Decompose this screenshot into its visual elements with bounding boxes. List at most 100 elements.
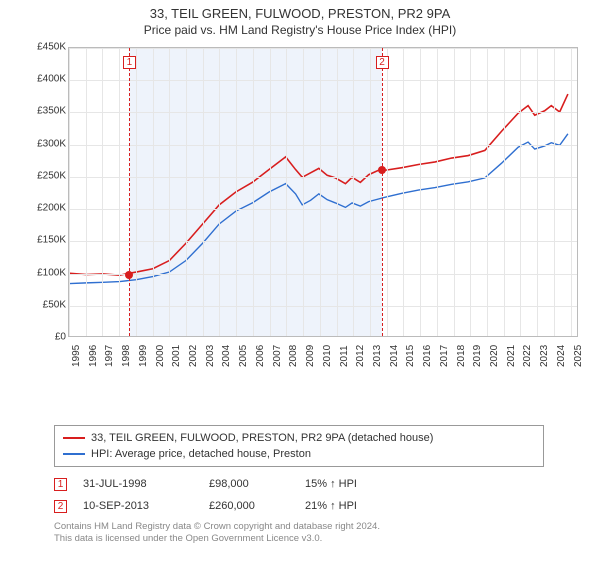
gridline-v xyxy=(102,48,103,336)
gridline-h xyxy=(69,306,577,307)
gridline-v xyxy=(337,48,338,336)
gridline-v xyxy=(153,48,154,336)
event-date: 10-SEP-2013 xyxy=(83,495,193,517)
x-tick-label: 2009 xyxy=(305,345,316,367)
event-row: 2 10-SEP-2013 £260,000 21% ↑ HPI xyxy=(54,495,600,517)
x-tick-label: 2008 xyxy=(288,345,299,367)
x-tick-label: 2018 xyxy=(456,345,467,367)
event-row-marker: 1 xyxy=(54,478,67,491)
x-tick-label: 2021 xyxy=(506,345,517,367)
legend-label-2: HPI: Average price, detached house, Pres… xyxy=(91,446,311,462)
event-price: £260,000 xyxy=(209,495,289,517)
x-tick-label: 2000 xyxy=(155,345,166,367)
gridline-v xyxy=(119,48,120,336)
legend-row-2: HPI: Average price, detached house, Pres… xyxy=(63,446,535,462)
gridline-v xyxy=(571,48,572,336)
x-tick-label: 2024 xyxy=(556,345,567,367)
gridline-h xyxy=(69,145,577,146)
gridline-h xyxy=(69,274,577,275)
x-tick-label: 2015 xyxy=(405,345,416,367)
gridline-h xyxy=(69,241,577,242)
gridline-v xyxy=(487,48,488,336)
footer-line-1: Contains HM Land Registry data © Crown c… xyxy=(54,521,600,533)
legend-label-1: 33, TEIL GREEN, FULWOOD, PRESTON, PR2 9P… xyxy=(91,430,433,446)
x-tick-label: 1995 xyxy=(71,345,82,367)
gridline-v xyxy=(69,48,70,336)
gridline-v xyxy=(270,48,271,336)
gridline-v xyxy=(437,48,438,336)
events-table: 1 31-JUL-1998 £98,000 15% ↑ HPI 2 10-SEP-2013… xyxy=(54,473,600,517)
gridline-h xyxy=(69,177,577,178)
x-tick-label: 2014 xyxy=(389,345,400,367)
chart-title: 33, TEIL GREEN, FULWOOD, PRESTON, PR2 9P… xyxy=(0,6,600,21)
footer: Contains HM Land Registry data © Crown c… xyxy=(54,521,600,546)
gridline-v xyxy=(219,48,220,336)
legend-swatch-2 xyxy=(63,453,85,455)
event-row-marker: 2 xyxy=(54,500,67,513)
y-tick-label: £200K xyxy=(34,203,66,214)
gridline-v xyxy=(403,48,404,336)
gridline-v xyxy=(454,48,455,336)
x-tick-label: 2019 xyxy=(472,345,483,367)
x-tick-label: 2005 xyxy=(238,345,249,367)
gridline-v xyxy=(203,48,204,336)
gridline-v xyxy=(320,48,321,336)
event-row: 1 31-JUL-1998 £98,000 15% ↑ HPI xyxy=(54,473,600,495)
x-tick-label: 2013 xyxy=(372,345,383,367)
y-tick-label: £250K xyxy=(34,170,66,181)
gridline-v xyxy=(537,48,538,336)
x-tick-label: 2012 xyxy=(355,345,366,367)
series-lines xyxy=(69,48,577,336)
gridline-v xyxy=(387,48,388,336)
event-dot xyxy=(378,166,386,174)
gridline-v xyxy=(520,48,521,336)
gridline-v xyxy=(554,48,555,336)
x-tick-label: 2022 xyxy=(522,345,533,367)
y-tick-label: £150K xyxy=(34,235,66,246)
event-line xyxy=(382,48,383,336)
legend: 33, TEIL GREEN, FULWOOD, PRESTON, PR2 9P… xyxy=(54,425,544,467)
x-tick-label: 2006 xyxy=(255,345,266,367)
x-tick-label: 2004 xyxy=(221,345,232,367)
event-date: 31-JUL-1998 xyxy=(83,473,193,495)
event-marker-box: 2 xyxy=(376,56,389,69)
gridline-v xyxy=(370,48,371,336)
gridline-v xyxy=(303,48,304,336)
x-tick-label: 1997 xyxy=(104,345,115,367)
x-tick-label: 2011 xyxy=(339,345,350,367)
y-tick-label: £400K xyxy=(34,74,66,85)
gridline-v xyxy=(186,48,187,336)
gridline-h xyxy=(69,209,577,210)
gridline-v xyxy=(470,48,471,336)
x-tick-label: 1996 xyxy=(88,345,99,367)
x-tick-label: 2020 xyxy=(489,345,500,367)
plot-area: 12 xyxy=(68,47,578,337)
y-tick-label: £50K xyxy=(34,299,66,310)
gridline-h xyxy=(69,112,577,113)
gridline-v xyxy=(286,48,287,336)
x-tick-label: 2010 xyxy=(322,345,333,367)
event-hpi: 21% ↑ HPI xyxy=(305,495,385,517)
event-price: £98,000 xyxy=(209,473,289,495)
gridline-v xyxy=(504,48,505,336)
y-tick-label: £450K xyxy=(34,42,66,53)
y-tick-label: £300K xyxy=(34,138,66,149)
gridline-v xyxy=(169,48,170,336)
x-tick-label: 2007 xyxy=(272,345,283,367)
gridline-v xyxy=(420,48,421,336)
chart-container: 33, TEIL GREEN, FULWOOD, PRESTON, PR2 9P… xyxy=(0,6,600,566)
gridline-v xyxy=(86,48,87,336)
event-dot xyxy=(125,271,133,279)
x-tick-label: 1998 xyxy=(121,345,132,367)
y-tick-label: £100K xyxy=(34,267,66,278)
event-hpi: 15% ↑ HPI xyxy=(305,473,385,495)
chart-subtitle: Price paid vs. HM Land Registry's House … xyxy=(0,23,600,37)
gridline-v xyxy=(253,48,254,336)
gridline-v xyxy=(236,48,237,336)
event-line xyxy=(129,48,130,336)
x-tick-label: 2002 xyxy=(188,345,199,367)
x-tick-label: 2017 xyxy=(439,345,450,367)
y-tick-label: £0 xyxy=(34,332,66,343)
legend-row-1: 33, TEIL GREEN, FULWOOD, PRESTON, PR2 9P… xyxy=(63,430,535,446)
x-tick-label: 2016 xyxy=(422,345,433,367)
